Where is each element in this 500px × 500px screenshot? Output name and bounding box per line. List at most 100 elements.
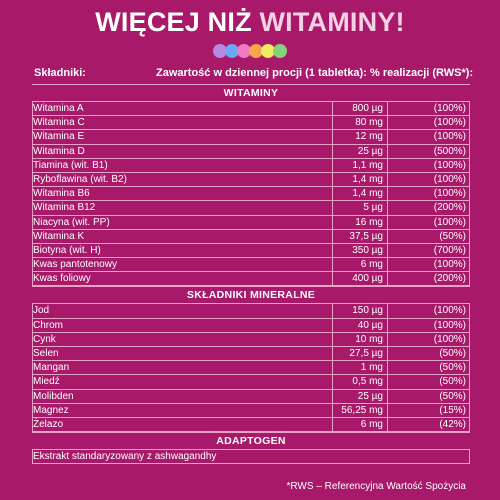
- grid-line: [32, 417, 33, 432]
- ingredient-name: Ryboflawina (wit. B2): [33, 173, 127, 185]
- grid-line: [332, 403, 333, 417]
- table-row: Ekstrakt standaryzowany z ashwagandhy100…: [32, 450, 470, 465]
- grid-line: [387, 187, 388, 201]
- grid-line: [332, 258, 333, 272]
- grid-line: [387, 403, 388, 417]
- grid-line: [332, 243, 333, 258]
- grid-line: [32, 332, 33, 346]
- grid-line: [469, 375, 470, 389]
- ingredient-name: Witamina B12: [33, 202, 96, 214]
- grid-line: [332, 361, 333, 375]
- ingredient-name: Cynk: [33, 333, 56, 345]
- grid-line: [469, 158, 470, 172]
- ingredient-amount: 1 mg: [360, 362, 383, 374]
- grid-line: [387, 258, 388, 272]
- grid-line: [387, 102, 388, 116]
- grid-line: [469, 116, 470, 130]
- grid-line: [32, 272, 33, 286]
- table-row: Kwas pantotenowy 6 mg (100%): [32, 258, 470, 273]
- ingredient-name: Witamina K: [33, 230, 85, 242]
- ingredient-rws: (100%): [433, 131, 466, 143]
- ingredient-amount: 5 µg: [363, 202, 383, 214]
- grid-line: [469, 172, 470, 187]
- ingredient-amount: 25 µg: [357, 145, 383, 157]
- grid-line: [332, 347, 333, 361]
- table-row: Witamina E 12 mg (100%): [32, 130, 470, 145]
- ingredient-amount: 1,4 mg: [352, 188, 383, 200]
- grid-line: [332, 375, 333, 389]
- grid-line: [332, 116, 333, 130]
- table-row: Witamina D 25 µg (500%): [32, 144, 470, 159]
- grid-line: [387, 417, 388, 432]
- table-row: Kwas foliowy 400 µg (200%): [32, 272, 470, 287]
- ingredient-amount: 6 mg: [360, 259, 383, 271]
- grid-line: [387, 130, 388, 144]
- grid-line: [32, 243, 33, 258]
- grid-line: [32, 116, 33, 130]
- table-row: Biotyna (wit. H) 350 µg (700%): [32, 243, 470, 259]
- grid-line: [332, 130, 333, 144]
- table-row: Jod 150 µg (100%): [32, 304, 470, 319]
- section-heading: ADAPTOGEN: [32, 432, 470, 451]
- grid-line: [469, 187, 470, 201]
- ingredient-name: Witamina E: [33, 131, 85, 143]
- grid-line: [332, 417, 333, 432]
- grid-line: [32, 187, 33, 201]
- grid-line: [387, 229, 388, 243]
- table-row: Chrom 40 µg (100%): [32, 318, 470, 333]
- table-row: Mangan 1 mg (50%): [32, 361, 470, 376]
- grid-line: [387, 116, 388, 130]
- grid-line: [469, 332, 470, 346]
- ingredient-name: Niacyna (wit. PP): [33, 216, 110, 228]
- table-row: Żelazo 6 mg (42%): [32, 417, 470, 433]
- grid-line: [32, 304, 33, 318]
- grid-line: [469, 304, 470, 318]
- ingredient-name: Witamina B6: [33, 188, 90, 200]
- ingredient-name: Kwas foliowy: [33, 273, 91, 285]
- grid-line: [332, 215, 333, 229]
- color-dot: [225, 44, 239, 58]
- ingredient-name: Mangan: [33, 362, 70, 374]
- grid-line: [32, 201, 33, 215]
- table-row: Selen 27,5 µg (50%): [32, 347, 470, 362]
- color-dot: [261, 44, 275, 58]
- table-row: Cynk 10 mg (100%): [32, 332, 470, 347]
- grid-line: [387, 272, 388, 286]
- grid-line: [469, 229, 470, 243]
- table-row: Magnez 56,25 mg (15%): [32, 403, 470, 418]
- grid-line: [332, 304, 333, 318]
- ingredient-rws: (50%): [439, 230, 466, 242]
- grid-line: [469, 201, 470, 215]
- grid-line: [332, 229, 333, 243]
- table-row: Witamina A 800 µg (100%): [32, 102, 470, 117]
- ingredient-amount: 800 µg: [352, 103, 383, 114]
- color-dot: [213, 44, 227, 58]
- grid-line: [387, 361, 388, 375]
- ingredient-name: Jod: [33, 305, 50, 317]
- ingredient-rws: (500%): [433, 145, 466, 157]
- grid-line: [32, 172, 33, 187]
- grid-line: [387, 347, 388, 361]
- ingredient-rws: (100%): [433, 159, 466, 171]
- grid-line: [332, 187, 333, 201]
- grid-line: [469, 215, 470, 229]
- grid-line: [387, 144, 388, 158]
- ingredient-amount: 0,5 mg: [352, 376, 383, 388]
- grid-line: [387, 304, 388, 318]
- ingredient-amount: 37,5 µg: [349, 230, 383, 242]
- grid-line: [387, 375, 388, 389]
- title-part-accent: WITAMINY!: [259, 7, 405, 37]
- ingredient-name: Witamina C: [33, 117, 85, 129]
- ingredient-rws: (42%): [439, 418, 466, 430]
- grid-line: [32, 130, 33, 144]
- table-row: Witamina K 37,5 µg (50%): [32, 229, 470, 244]
- grid-line: [32, 347, 33, 361]
- header-ingredients: Składniki:: [34, 67, 86, 79]
- header-content: Zawartość w dziennej procji (1 tabletka)…: [156, 67, 367, 79]
- ingredient-name: Ekstrakt standaryzowany z ashwagandhy: [33, 451, 217, 463]
- table-row: Ryboflawina (wit. B2) 1,4 mg (100%): [32, 172, 470, 188]
- footnote: *RWS – Referencyjna Wartość Spożycia: [286, 481, 466, 492]
- grid-line: [387, 318, 388, 332]
- grid-line: [332, 389, 333, 403]
- grid-line: [469, 243, 470, 258]
